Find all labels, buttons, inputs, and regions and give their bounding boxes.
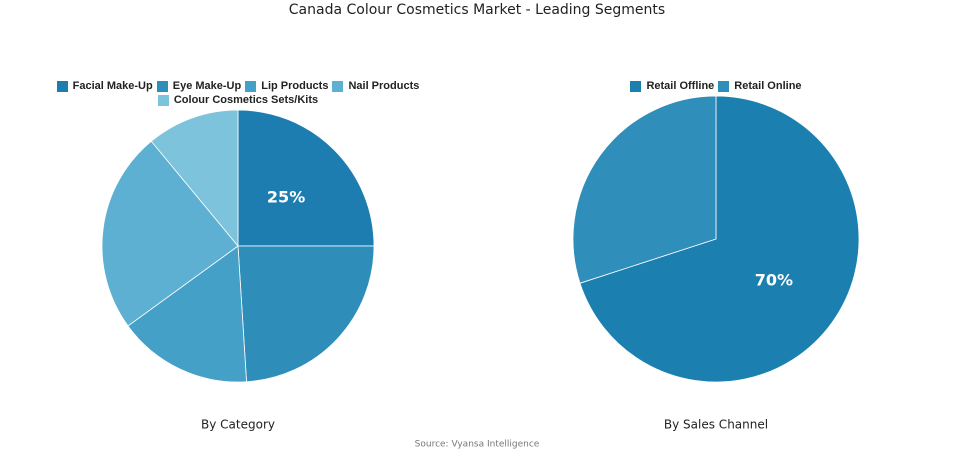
pie-slice: [572, 95, 717, 284]
legend-label: Nail Products: [348, 80, 420, 92]
legend-swatch: [156, 80, 168, 92]
legend-item: Eye Make-Up: [156, 80, 242, 92]
legend-label: Retail Online: [734, 80, 802, 92]
legend-item: Facial Make-Up: [56, 80, 153, 92]
chart-subtitle: By Category: [201, 418, 275, 432]
data-label: 70%: [755, 271, 793, 290]
pie-slice: [237, 245, 375, 383]
pie-slice: [237, 109, 375, 247]
legend: Retail Offline Retail Online: [516, 80, 916, 92]
legend-item: Retail Offline: [630, 80, 714, 92]
source: Source: Vyansa Intelligence: [415, 440, 540, 450]
pie-slice: [127, 245, 247, 383]
chart-title: Canada Colour Cosmetics Market - Leading…: [289, 2, 665, 18]
legend-swatch: [630, 80, 642, 92]
legend-swatch: [157, 94, 169, 106]
legend-label: Retail Offline: [646, 80, 715, 92]
pie-slice: [579, 95, 860, 383]
legend-item: Lip Products: [245, 80, 328, 92]
pie-slice: [150, 109, 239, 248]
legend-label: Facial Make-Up: [72, 80, 153, 92]
legend-swatch: [56, 80, 68, 92]
legend-label: Eye Make-Up: [172, 80, 242, 92]
legend-swatch: [332, 80, 344, 92]
data-label: 25%: [267, 187, 305, 206]
legend-swatch: [245, 80, 257, 92]
legend-item: Nail Products: [332, 80, 419, 92]
legend-swatch: [718, 80, 730, 92]
legend-label: Colour Cosmetics Sets/Kits: [173, 94, 319, 106]
chart-subtitle: By Sales Channel: [664, 418, 768, 432]
legend-item: Colour Cosmetics Sets/Kits: [157, 94, 319, 106]
pie-slice: [101, 140, 239, 327]
legend: Facial Make-Up Eye Make-Up Lip Products Nai…: [38, 80, 438, 106]
legend-label: Lip Products: [261, 80, 329, 92]
legend-item: Retail Online: [718, 80, 802, 92]
